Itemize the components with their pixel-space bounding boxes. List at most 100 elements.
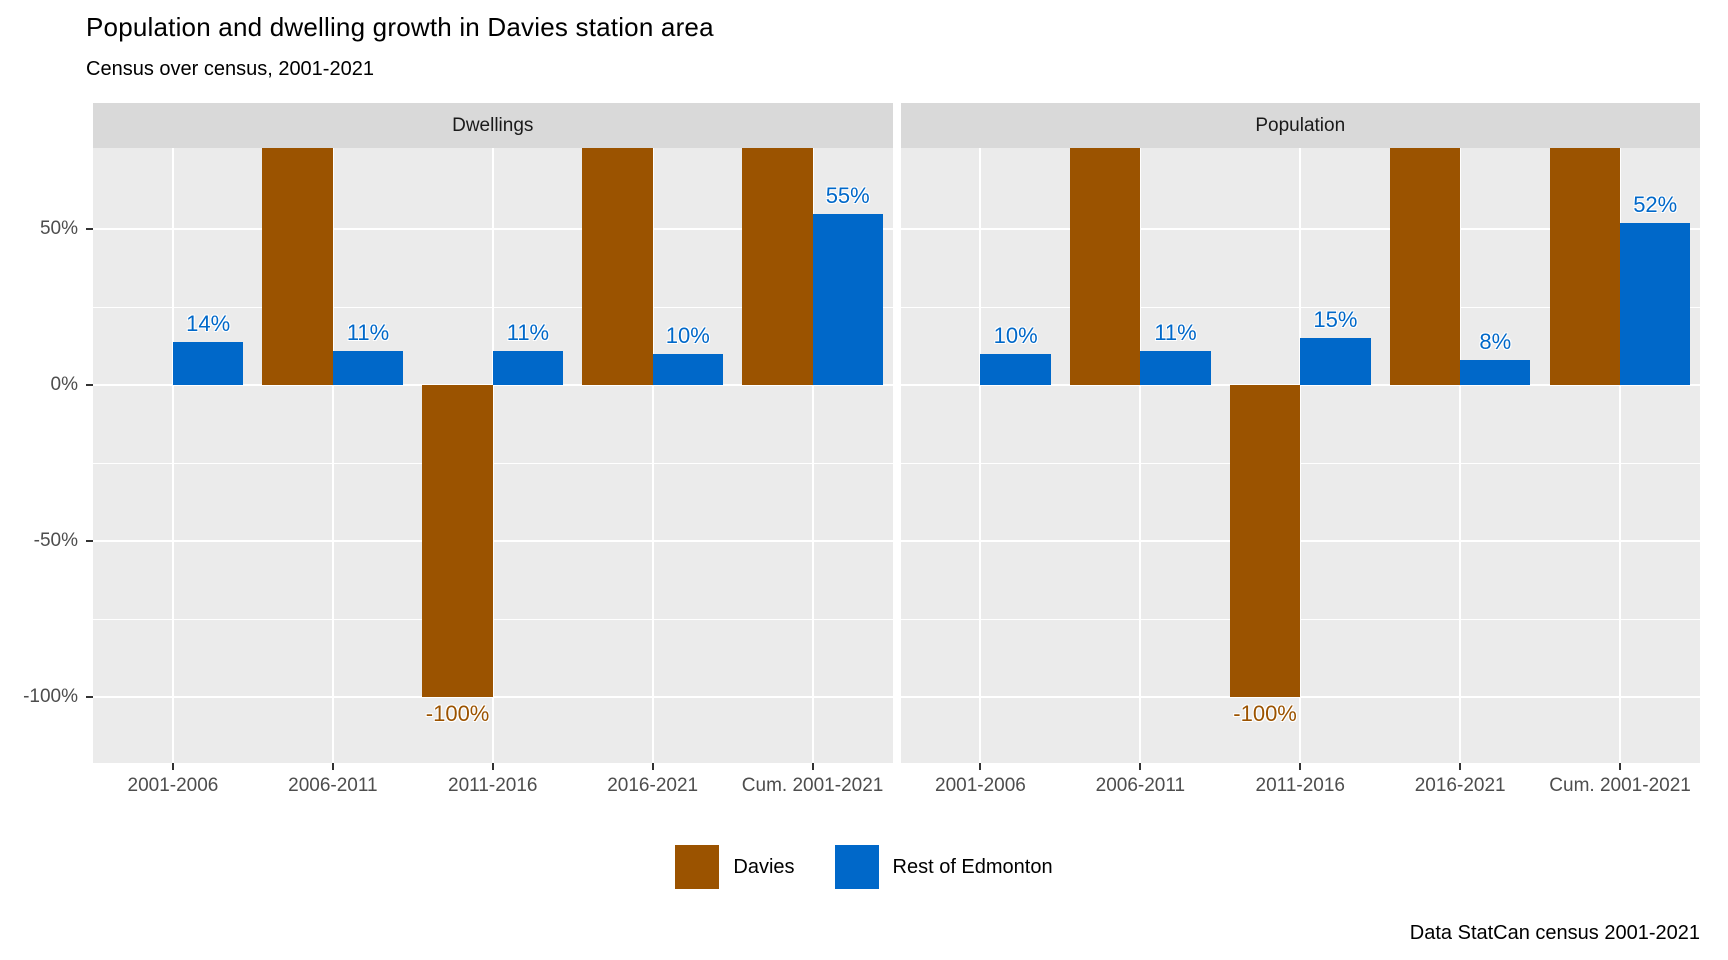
x-axis-tick-label: 2001-2006 — [935, 775, 1026, 796]
x-axis-tick-mark — [1459, 763, 1462, 770]
x-axis-tick-label: 2011-2016 — [1255, 775, 1345, 796]
facet-panel: -100% 10% 11% 15% 8% 52% — [900, 148, 1700, 763]
x-axis-tick-label: Cum. 2001-2021 — [741, 775, 884, 796]
bar-value-label: 55% — [825, 182, 870, 208]
major-gridline — [900, 540, 1700, 543]
y-axis: 50% 0% -50% -100% — [0, 148, 93, 763]
bar-value-label: -100% — [1233, 701, 1297, 727]
legend: Davies Rest of Edmonton — [0, 845, 1728, 889]
chart-subtitle: Census over census, 2001-2021 — [86, 58, 374, 80]
legend-swatch — [675, 845, 720, 889]
vertical-gridline — [331, 148, 334, 763]
x-axis-tick-mark — [171, 763, 174, 770]
minor-gridline — [900, 307, 1700, 309]
x-axis: 2001-2006 2006-2011 2011-2016 2016-2021 Cum.… — [901, 763, 1701, 807]
bar-rest-of-edmonton-Cum. 2001-2021 — [812, 213, 883, 386]
bar-value-label: 52% — [1633, 191, 1678, 217]
vertical-gridline — [491, 148, 494, 763]
major-gridline — [900, 384, 1700, 387]
minor-gridline — [900, 463, 1700, 465]
bar-value-label: 15% — [1313, 307, 1358, 333]
major-gridline — [93, 228, 893, 231]
y-axis-tick-label: 0% — [50, 374, 78, 396]
major-gridline — [93, 696, 893, 699]
facet-strip-label: Dwellings — [93, 103, 893, 148]
minor-gridline — [93, 307, 893, 309]
bar-davies-2016-2021 — [582, 148, 653, 386]
bar-davies-2006-2011 — [262, 148, 333, 386]
vertical-gridline — [811, 148, 814, 763]
x-axis-tick-mark — [1139, 763, 1142, 770]
vertical-gridline — [1299, 148, 1302, 763]
major-gridline — [93, 540, 893, 543]
facet-panels: Dwellings -100% 14% 11% 11% 10% 55% 2001-2006 20… — [93, 103, 1700, 807]
bar-value-label: 14% — [186, 310, 231, 336]
bar-value-label: -100% — [425, 701, 490, 727]
x-axis: 2001-2006 2006-2011 2011-2016 2016-2021 Cum.… — [93, 763, 893, 807]
minor-gridline — [93, 619, 893, 621]
facet-panel: -100% 14% 11% 11% 10% 55% — [93, 148, 893, 763]
chart-caption: Data StatCan census 2001-2021 — [1409, 922, 1700, 944]
x-axis-tick-mark — [979, 763, 982, 770]
x-axis-tick-mark — [331, 763, 334, 770]
x-axis-tick-mark — [1619, 763, 1622, 770]
bar-davies-2016-2021 — [1389, 148, 1461, 386]
major-gridline — [900, 696, 1700, 699]
vertical-gridline — [979, 148, 982, 763]
bar-rest-of-edmonton-2011-2016 — [492, 350, 564, 386]
x-axis-tick-label: 2006-2011 — [288, 775, 378, 796]
vertical-gridline — [1139, 148, 1142, 763]
legend-label: Davies — [733, 855, 795, 878]
bar-value-label: 11% — [346, 319, 390, 345]
y-axis-tick-mark — [86, 228, 93, 231]
x-axis-tick-label: 2016-2021 — [1414, 775, 1506, 796]
bar-value-label: 10% — [993, 323, 1038, 349]
x-axis-tick-mark — [651, 763, 654, 770]
legend-item-rest-of-edmonton: Rest of Edmonton — [834, 845, 1053, 889]
bar-rest-of-edmonton-2006-2011 — [1140, 350, 1211, 386]
bar-davies-2006-2011 — [1069, 148, 1141, 386]
bar-value-label: 11% — [1154, 319, 1197, 345]
x-axis-tick-mark — [491, 763, 494, 770]
legend-swatch — [834, 845, 879, 889]
facet-population: Population -100% 10% 11% 15% 8% 52% 2001-2006 20… — [900, 103, 1701, 807]
y-axis-tick-label: -100% — [23, 686, 78, 708]
bar-value-label: 10% — [665, 323, 710, 349]
facet-strip-label: Population — [900, 103, 1700, 148]
vertical-gridline — [651, 148, 654, 763]
x-axis-tick-label: 2016-2021 — [607, 775, 699, 796]
y-axis-tick-mark — [86, 540, 93, 543]
x-axis-tick-mark — [811, 763, 814, 770]
bar-rest-of-edmonton-2001-2006 — [980, 354, 1051, 386]
facet-dwellings: Dwellings -100% 14% 11% 11% 10% 55% 2001-2006 20… — [93, 103, 893, 807]
bar-davies-Cum. 2001-2021 — [1549, 148, 1621, 386]
bar-rest-of-edmonton-2016-2021 — [652, 354, 723, 386]
x-axis-tick-label: 2001-2006 — [127, 775, 219, 796]
bar-davies-Cum. 2001-2021 — [742, 148, 813, 386]
x-axis-tick-label: 2011-2016 — [448, 775, 538, 796]
major-gridline — [900, 228, 1700, 231]
bar-value-label: 8% — [1479, 329, 1512, 355]
vertical-gridline — [1459, 148, 1462, 763]
vertical-gridline — [171, 148, 174, 763]
x-axis-tick-label: 2006-2011 — [1095, 775, 1186, 796]
bar-davies-2011-2016 — [422, 385, 493, 698]
minor-gridline — [93, 463, 893, 465]
chart-title: Population and dwelling growth in Davies… — [86, 12, 714, 42]
bar-rest-of-edmonton-2016-2021 — [1460, 360, 1531, 386]
bar-rest-of-edmonton-2006-2011 — [332, 350, 404, 386]
bar-rest-of-edmonton-2001-2006 — [172, 341, 244, 386]
y-axis-tick-mark — [86, 384, 93, 387]
legend-label: Rest of Edmonton — [892, 855, 1053, 878]
bar-rest-of-edmonton-Cum. 2001-2021 — [1620, 222, 1691, 386]
x-axis-tick-label: Cum. 2001-2021 — [1549, 775, 1691, 796]
legend-item-davies: Davies — [675, 845, 795, 889]
bar-rest-of-edmonton-2011-2016 — [1300, 338, 1371, 386]
y-axis-tick-label: -50% — [33, 530, 78, 552]
y-axis-tick-mark — [86, 696, 93, 699]
major-gridline — [93, 384, 893, 387]
bar-value-label: 11% — [506, 319, 550, 345]
x-axis-tick-mark — [1299, 763, 1302, 770]
y-axis-tick-label: 50% — [39, 218, 78, 240]
